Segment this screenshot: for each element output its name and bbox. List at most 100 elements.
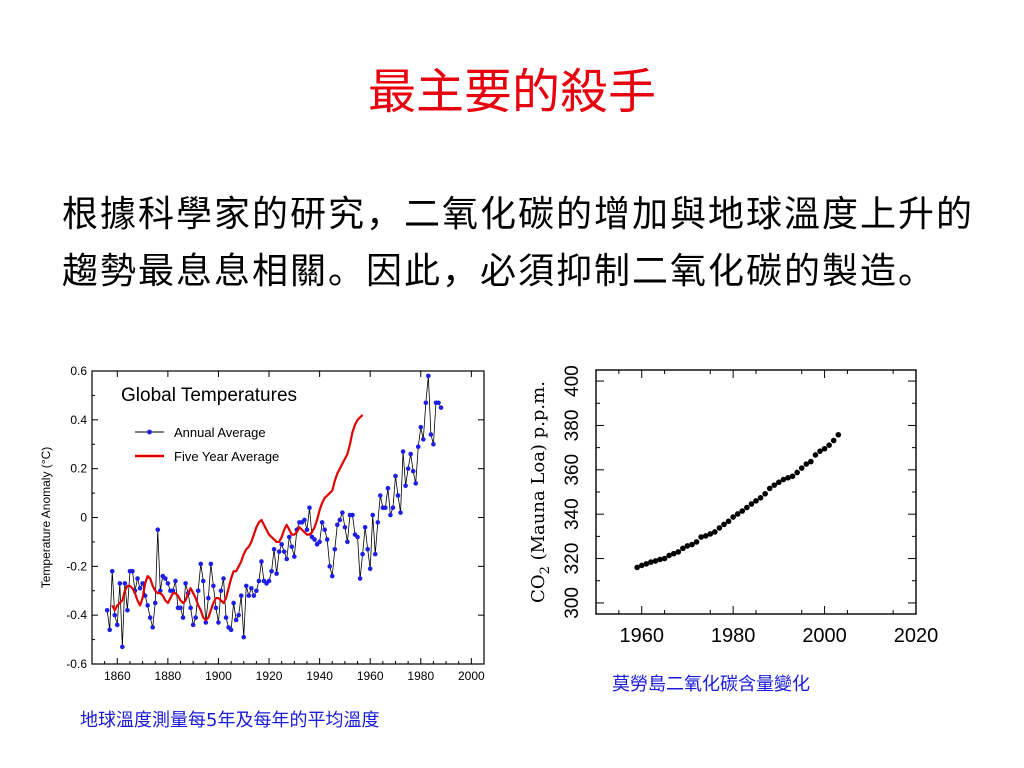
annual-average-point [375, 520, 381, 525]
annual-average-point [249, 586, 254, 591]
annual-average-point [304, 527, 310, 533]
co2-point [716, 525, 723, 531]
co2-point [638, 562, 645, 569]
co2-point [661, 555, 668, 562]
annual-average-point [312, 537, 317, 542]
annual-average-point [221, 576, 226, 581]
annual-average-point [236, 612, 241, 618]
annual-average-point [228, 627, 234, 633]
co2-y-tick-label: 380 [562, 410, 583, 442]
y-tick-label: -0.2 [66, 559, 87, 573]
slide-title: 最主要的殺手 [367, 64, 656, 120]
annual-average-point [147, 615, 153, 620]
co2-point [771, 482, 778, 488]
x-tick-label: 1940 [306, 669, 333, 683]
annual-average-point [279, 542, 284, 547]
annual-average-point [322, 527, 327, 533]
annual-average-point [413, 481, 419, 486]
annual-average-point [190, 622, 196, 628]
annual-average-point [122, 581, 128, 586]
annual-average-point [393, 473, 398, 479]
annual-average-point [403, 483, 408, 489]
global-temperatures-chart: 1860 1880 1900 1920 1940 1960 1980 2000 0.6 0.4 0.… [36, 358, 492, 688]
annual-average-point [332, 546, 338, 552]
annual-average-point [120, 644, 125, 650]
annual-average-point [367, 566, 373, 572]
annual-average-point [395, 493, 401, 498]
annual-average-point [231, 600, 236, 606]
co2-point [830, 437, 837, 444]
co2-point [757, 494, 764, 501]
co2-y-tick-label: 400 [562, 365, 583, 397]
annual-average-point [357, 576, 363, 581]
annual-average-point [238, 593, 244, 598]
annual-average-point [324, 537, 330, 542]
co2-y-tick-label: 340 [562, 498, 583, 530]
annual-average-point [342, 524, 348, 530]
annual-average-point [360, 551, 365, 557]
co2-point [684, 543, 691, 549]
annual-average-point [243, 583, 249, 589]
x-tick-label: 1900 [205, 669, 232, 683]
y-tick-label: -0.4 [66, 608, 87, 622]
annual-average-point [152, 600, 158, 606]
annual-average-point [388, 512, 393, 518]
annual-average-point [362, 524, 368, 530]
annual-average-point [418, 424, 424, 430]
annual-average-point [317, 539, 322, 545]
y-tick-label: 0.2 [70, 462, 87, 476]
annual-average-point [135, 576, 140, 581]
co2-point [808, 458, 814, 465]
annual-average-point [165, 581, 171, 586]
co2-point [675, 549, 682, 555]
co2-point [666, 552, 672, 559]
co2-x-tick-label: 2000 [802, 625, 847, 647]
annual-average-point [415, 444, 421, 449]
co2-point [643, 561, 650, 567]
co2-point [702, 533, 709, 539]
co2-point [794, 469, 800, 476]
annual-average-point [130, 568, 135, 574]
temperature-caption: 地球溫度測量每5年及每年的平均溫度 [80, 710, 380, 731]
annual-average-point [198, 561, 204, 567]
annual-average-point [112, 612, 118, 618]
annual-average-point [246, 593, 252, 598]
chart-title: Global Temperatures [121, 385, 297, 406]
annual-average-point [208, 561, 214, 567]
y-tick-label: 0 [80, 511, 87, 525]
co2-plot-frame [595, 369, 917, 615]
co2-point [835, 431, 842, 438]
co2-x-tick-label: 2020 [894, 625, 939, 647]
annual-average-point [117, 581, 123, 586]
co2-point [689, 541, 695, 548]
annual-average-point [426, 373, 431, 379]
annual-average-point [183, 581, 188, 586]
annual-average-point [355, 534, 360, 540]
legend-five-year-label: Five Year Average [174, 449, 279, 464]
annual-average-point [178, 605, 183, 611]
co2-point [670, 550, 677, 557]
annual-average-point [211, 583, 216, 589]
annual-average-point [327, 564, 333, 569]
annual-average-point [274, 571, 279, 576]
x-tick-label: 2000 [458, 669, 485, 683]
co2-point [817, 448, 823, 454]
co2-y-tick-label: 360 [562, 454, 583, 486]
annual-average-point [307, 505, 312, 511]
annual-average-point [155, 527, 161, 533]
annual-average-point [206, 595, 211, 601]
co2-point [821, 445, 828, 452]
annual-average-point [223, 615, 229, 620]
co2-point [798, 465, 805, 471]
co2-point [776, 479, 782, 486]
annual-average-point [114, 622, 120, 628]
annual-average-point [400, 449, 406, 454]
x-tick-label: 1980 [407, 669, 434, 683]
annual-average-point [436, 400, 441, 406]
five-year-average-line [111, 414, 364, 622]
co2-point [698, 534, 704, 540]
annual-average-point [286, 534, 292, 540]
annual-average-point [256, 578, 262, 584]
annual-average-point [302, 517, 307, 523]
y-tick-label: 0.6 [70, 364, 87, 378]
